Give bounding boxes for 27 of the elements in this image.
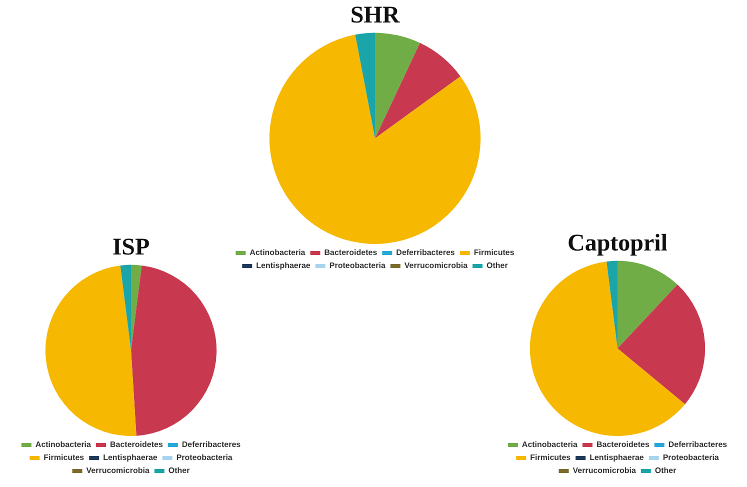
legend-label: Verrucomicrobia [86,466,150,476]
legend-label: Firmicutes [530,453,572,462]
legend-label: Firmicutes [474,248,515,258]
legend-label: Firmicutes [44,453,85,462]
legend-label: Lentisphaerae [590,453,644,462]
chart-title: ISP [112,234,150,261]
legend-label: Deferribacteres [396,248,456,258]
legend-label: Verrucomicrobia [404,261,468,270]
legend-label: Bacteroidetes [110,440,164,450]
legend-label: Deferribacteres [182,440,242,450]
legend-label: Other [486,261,508,270]
legend-label: Actinobacteria [35,440,92,450]
legend-label: Proteobacteria [662,453,720,462]
legend-label: Other [654,466,676,476]
chart-title: Captopril [567,230,668,257]
chart-title: SHR [350,2,400,29]
legend-label: Bacteroidetes [324,248,378,258]
legend-label: Proteobacteria [176,453,233,462]
legend-label: Lentisphaerae [256,261,311,270]
legend-label: Actinobacteria [250,248,306,258]
legend-label: Other [168,466,190,476]
legend-label: Deferribacteres [668,440,728,450]
legend-label: Lentisphaerae [103,453,158,462]
legend-label: Verrucomicrobia [572,466,636,476]
legend-label: Proteobacteria [329,261,386,270]
legend-label: Bacteroidetes [596,440,650,450]
legend-label: Actinobacteria [522,440,578,450]
